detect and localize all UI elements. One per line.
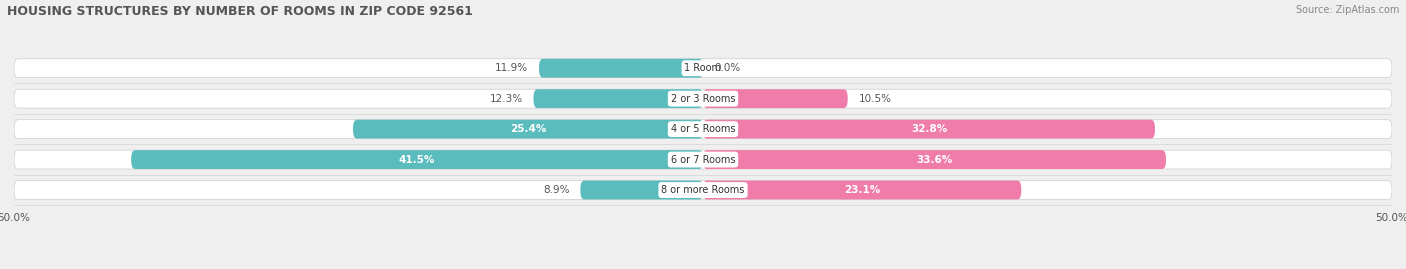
Text: 8 or more Rooms: 8 or more Rooms <box>661 185 745 195</box>
Text: Source: ZipAtlas.com: Source: ZipAtlas.com <box>1295 5 1399 15</box>
Text: 0.0%: 0.0% <box>714 63 741 73</box>
Text: 1 Room: 1 Room <box>685 63 721 73</box>
FancyBboxPatch shape <box>703 150 1166 169</box>
FancyBboxPatch shape <box>703 180 1021 200</box>
FancyBboxPatch shape <box>14 120 1392 139</box>
Text: 41.5%: 41.5% <box>399 155 436 165</box>
FancyBboxPatch shape <box>131 150 703 169</box>
Text: 32.8%: 32.8% <box>911 124 948 134</box>
FancyBboxPatch shape <box>14 59 1392 78</box>
Text: 2 or 3 Rooms: 2 or 3 Rooms <box>671 94 735 104</box>
FancyBboxPatch shape <box>14 180 1392 200</box>
Text: 11.9%: 11.9% <box>495 63 529 73</box>
Text: 8.9%: 8.9% <box>543 185 569 195</box>
FancyBboxPatch shape <box>581 180 703 200</box>
FancyBboxPatch shape <box>353 120 703 139</box>
Text: 10.5%: 10.5% <box>859 94 891 104</box>
FancyBboxPatch shape <box>14 89 1392 108</box>
Text: HOUSING STRUCTURES BY NUMBER OF ROOMS IN ZIP CODE 92561: HOUSING STRUCTURES BY NUMBER OF ROOMS IN… <box>7 5 472 18</box>
FancyBboxPatch shape <box>703 89 848 108</box>
Text: 25.4%: 25.4% <box>510 124 546 134</box>
FancyBboxPatch shape <box>703 120 1154 139</box>
Text: 4 or 5 Rooms: 4 or 5 Rooms <box>671 124 735 134</box>
Text: 12.3%: 12.3% <box>489 94 523 104</box>
FancyBboxPatch shape <box>533 89 703 108</box>
Text: 33.6%: 33.6% <box>917 155 953 165</box>
FancyBboxPatch shape <box>538 59 703 78</box>
Text: 23.1%: 23.1% <box>844 185 880 195</box>
FancyBboxPatch shape <box>14 150 1392 169</box>
Text: 6 or 7 Rooms: 6 or 7 Rooms <box>671 155 735 165</box>
